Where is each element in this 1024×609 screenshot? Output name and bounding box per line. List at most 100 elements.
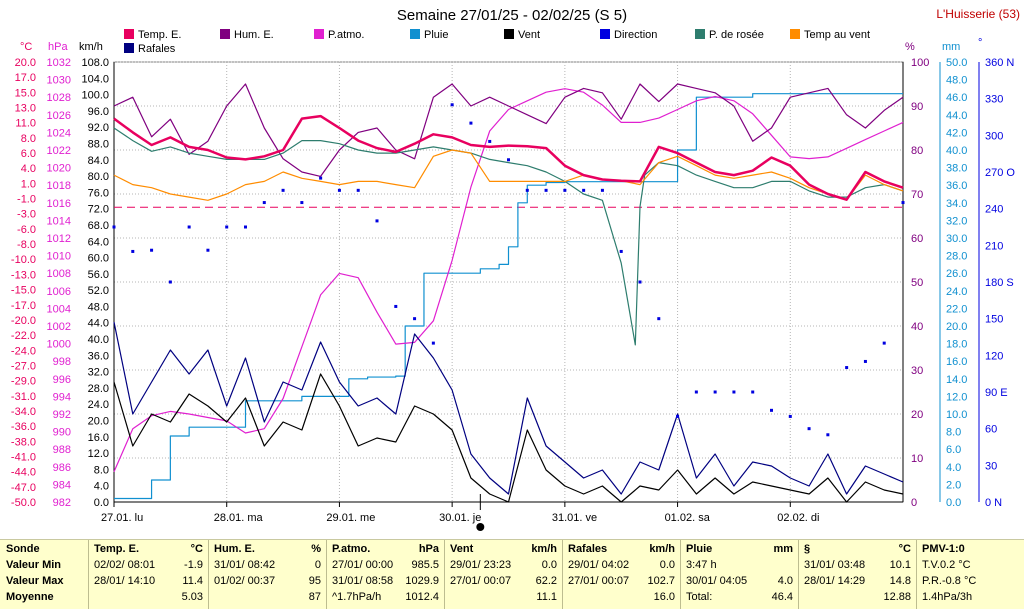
direction-point (244, 225, 247, 229)
direction-point (507, 158, 510, 162)
direction-point (413, 317, 417, 321)
mm-tick: 2.0 (946, 479, 961, 491)
max-date: P.R.-0.8 °C (922, 575, 977, 587)
direction-point (863, 359, 867, 363)
direction-point (676, 414, 680, 418)
max-value: 11.4 (182, 575, 203, 587)
column-unit: mm (773, 543, 793, 555)
temp-tick: -31.0 (11, 391, 36, 403)
hpa-tick: 1012 (47, 233, 71, 245)
kmh-tick: 4.0 (94, 481, 109, 493)
mm-tick: 20.0 (946, 321, 967, 333)
temp-tick: -10.0 (11, 254, 36, 266)
mm-tick: 18.0 (946, 339, 967, 351)
direction-point (751, 390, 755, 394)
direction-point (788, 414, 792, 418)
mm-tick: 48.0 (946, 75, 967, 87)
kmh-tick: 8.0 (94, 464, 109, 476)
temp-tick: -50.0 (11, 497, 36, 509)
station-name: L'Huisserie (53) (936, 7, 1020, 21)
series-line-hum (113, 83, 904, 177)
mm-tick: 50.0 (946, 57, 967, 69)
mm-tick: 12.0 (946, 391, 967, 403)
temp-tick: 11.0 (15, 118, 36, 130)
mean-note: ^1.7hPa/h (332, 591, 382, 603)
min-date: 31/01/ 08:42 (214, 559, 276, 571)
legend-swatch-rosee (695, 29, 705, 39)
temp-tick: -38.0 (11, 436, 36, 448)
kmh-tick: 44.0 (88, 318, 109, 330)
deg-tick: 0 N (985, 497, 1002, 509)
hpa-tick: 994 (53, 391, 71, 403)
row-label-min: Valeur Min (6, 559, 62, 571)
mm-tick: 14.0 (946, 374, 967, 386)
mean-note: 1.4hPa/3h (922, 591, 973, 603)
pct-tick: 50 (911, 277, 923, 289)
legend-label-direction: Direction (614, 29, 657, 41)
direction-point (206, 248, 210, 252)
deg-tick: 210 (985, 240, 1003, 252)
mm-tick: 26.0 (946, 268, 967, 280)
pct-tick: 90 (911, 101, 923, 113)
deg-tick: 30 (985, 460, 997, 472)
direction-point (845, 366, 849, 370)
hpa-tick: 1024 (47, 127, 71, 139)
series-line-patmo (113, 88, 904, 473)
min-date: 27/01/ 00:00 (332, 559, 394, 571)
temp-tick: 8.0 (21, 133, 36, 145)
max-date: 01/02/ 00:37 (214, 575, 276, 587)
direction-point (431, 341, 435, 345)
pct-tick: 10 (911, 453, 923, 465)
min-value: -1.9 (184, 559, 203, 571)
temp-tick: 6.0 (21, 148, 36, 160)
kmh-tick: 96.0 (88, 106, 109, 118)
column-title: PMV-1:0 (922, 543, 965, 555)
hpa-tick: 984 (53, 479, 71, 491)
direction-point (112, 225, 116, 229)
stats-column-1: Hum. E.% 31/01/ 08:42 0 01/02/ 00:37 95 87 (208, 540, 327, 609)
hpa-tick: 996 (53, 374, 71, 386)
min-date: 31/01/ 03:48 (804, 559, 866, 571)
max-date: 28/01/ 14:29 (804, 575, 866, 587)
column-unit: km/h (531, 543, 557, 555)
kmh-tick: 24.0 (88, 399, 109, 411)
legend-label-vent: Vent (518, 29, 540, 41)
direction-point (638, 280, 642, 284)
kmh-tick: 48.0 (88, 301, 109, 313)
temp-tick: -47.0 (11, 482, 36, 494)
mean-value: 16.0 (653, 591, 675, 603)
temp-tick: -17.0 (11, 300, 36, 312)
direction-point (262, 201, 266, 205)
legend-swatch-hum (220, 29, 230, 39)
kmh-tick: 28.0 (88, 383, 109, 395)
max-value: 1029.9 (405, 575, 439, 587)
kmh-tick: 88.0 (88, 138, 109, 150)
temp-tick: -15.0 (11, 285, 36, 297)
right-axes: 100908070605040302010050.048.046.044.042… (902, 57, 1015, 509)
stats-column-5: Pluie mm 3:47 h 30/01/ 04:05 4.0 Total: 46.4 (680, 540, 799, 609)
x-tick-label: 02.02. di (777, 512, 819, 524)
min-value: 0 (314, 559, 321, 571)
temp-tick: -22.0 (11, 330, 36, 342)
x-tick-label: 30.01. je (439, 512, 481, 524)
stats-column-7: PMV-1:0 T.V.0.2 °C P.R.-0.8 °C 1.4hPa/3h (916, 540, 1024, 609)
mm-tick: 22.0 (946, 303, 967, 315)
kmh-tick: 108.0 (81, 57, 109, 69)
hpa-tick: 992 (53, 409, 71, 421)
legend-swatch-pluie (410, 29, 420, 39)
mm-unit: mm (942, 41, 960, 53)
legend-swatch-tempvent (790, 29, 800, 39)
hpa-tick: 1006 (47, 286, 71, 298)
stats-column-4: Rafales km/h 29/01/ 04:02 0.0 27/01/ 00:07 10… (562, 540, 681, 609)
mean-value: 46.4 (771, 591, 793, 603)
stats-column-2: P.atmo. hPa 27/01/ 00:00 985.5 31/01/ 08:58 1… (326, 540, 445, 609)
pct-tick: 70 (911, 189, 923, 201)
temp-tick: 20.0 (15, 57, 36, 69)
plot-area (113, 61, 904, 503)
hpa-tick: 986 (53, 462, 71, 474)
max-date: 28/01/ 14:10 (94, 575, 156, 587)
temp-tick: 17.0 (15, 72, 36, 84)
mm-tick: 36.0 (946, 180, 967, 192)
x-tick-label: 31.01. ve (552, 512, 597, 524)
